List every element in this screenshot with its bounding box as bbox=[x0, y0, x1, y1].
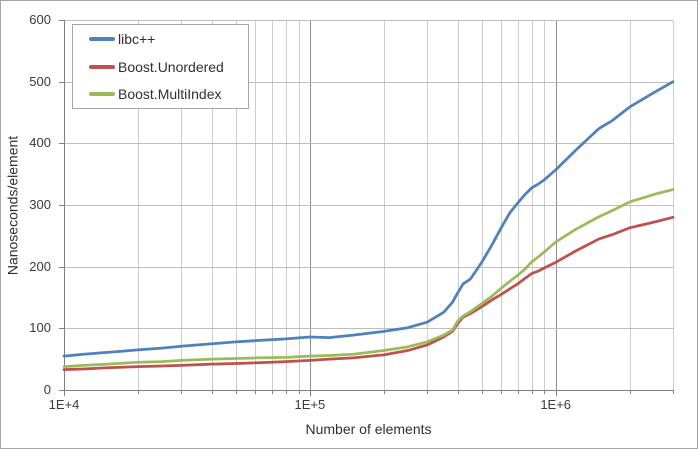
boost-unordered-line-swatch-icon bbox=[89, 64, 115, 69]
series-line-boost-multiindex bbox=[62, 188, 675, 368]
x-axis-title: Number of elements bbox=[305, 421, 432, 437]
y-axis-title: Nanoseconds/element bbox=[4, 135, 21, 276]
x-tick-label: 1E+4 bbox=[48, 397, 80, 412]
x-tick-label: 1E+5 bbox=[294, 397, 326, 412]
y-tick-label: 300 bbox=[29, 197, 51, 212]
legend-item-boost-multiindex: Boost.MultiIndex bbox=[73, 80, 248, 108]
libcpp-line-swatch-icon bbox=[89, 36, 115, 41]
x-tick-label: 1E+6 bbox=[540, 397, 572, 412]
legend-item-libcpp: libc++ bbox=[73, 25, 248, 53]
legend-label: Boost.MultiIndex bbox=[118, 86, 222, 103]
legend: libc++ Boost.Unordered Boost.MultiIndex bbox=[72, 24, 249, 109]
boost-multiindex-line-swatch-icon bbox=[89, 92, 115, 97]
y-tick-label: 600 bbox=[29, 12, 51, 27]
legend-label: Boost.Unordered bbox=[118, 58, 224, 75]
y-tick-label: 400 bbox=[29, 135, 51, 151]
y-tick-label: 100 bbox=[29, 320, 51, 336]
legend-item-boost-unordered: Boost.Unordered bbox=[73, 53, 248, 81]
legend-label: libc++ bbox=[118, 30, 156, 47]
y-tick-label: 200 bbox=[29, 258, 51, 274]
y-tick-label: 0 bbox=[43, 382, 51, 397]
y-tick-label: 500 bbox=[29, 73, 51, 89]
series-line-boost-unordered bbox=[62, 215, 675, 372]
series-line-libc bbox=[62, 80, 675, 358]
